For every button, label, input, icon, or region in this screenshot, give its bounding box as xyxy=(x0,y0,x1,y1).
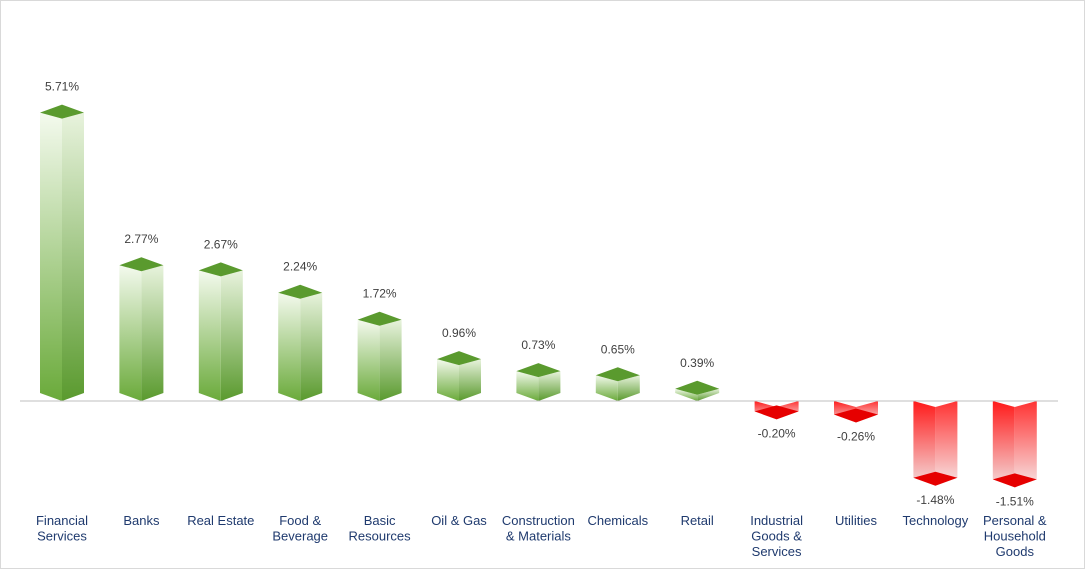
bar-face-right xyxy=(62,112,84,401)
bar-face-left xyxy=(595,375,618,401)
bar-bottom xyxy=(834,408,878,423)
value-label: 0.65% xyxy=(601,342,635,356)
bar-face-right xyxy=(459,359,481,401)
bar-face-right xyxy=(697,388,720,401)
value-label: -0.26% xyxy=(837,429,875,443)
category-label: Real Estate xyxy=(187,513,254,528)
value-label: 5.71% xyxy=(45,80,79,94)
value-label: 2.24% xyxy=(283,260,317,274)
bar-top xyxy=(516,363,561,378)
bar-face-left xyxy=(198,270,221,401)
category-label: Utilities xyxy=(835,513,877,528)
category-label: Oil & Gas xyxy=(431,513,487,528)
value-label: 1.72% xyxy=(363,287,397,301)
category-label: Banks xyxy=(123,513,160,528)
bar-face-left xyxy=(40,112,62,401)
value-label: -1.51% xyxy=(996,494,1034,508)
value-label: 2.67% xyxy=(204,237,238,251)
bar-8 xyxy=(675,380,720,401)
bar-face-left xyxy=(278,292,301,401)
value-label: -0.20% xyxy=(758,426,796,440)
bar-top xyxy=(278,284,323,299)
bar-face-left xyxy=(437,359,459,401)
category-label: Construction & Materials xyxy=(502,513,575,544)
bars-layer xyxy=(40,104,1037,488)
bar-face-right xyxy=(1014,401,1037,488)
bar-face-right xyxy=(617,375,640,401)
category-label: Chemicals xyxy=(587,513,648,528)
bar-top xyxy=(198,262,243,277)
bar-3 xyxy=(278,284,323,401)
bar-2 xyxy=(198,262,243,401)
bar-9 xyxy=(754,401,799,420)
category-label: Financial Services xyxy=(36,513,88,544)
bar-top xyxy=(437,351,481,366)
value-label: 2.77% xyxy=(124,232,158,246)
bar-top xyxy=(119,257,164,272)
bar-4 xyxy=(357,311,402,401)
category-label: Basic Resources xyxy=(349,513,412,544)
bar-face-left xyxy=(675,388,698,401)
category-label: Personal & Household Goods xyxy=(983,513,1047,559)
bar-bottom xyxy=(913,471,958,486)
bar-5 xyxy=(437,351,481,401)
bar-face-left xyxy=(516,371,539,401)
labels-layer: 5.71% Financial Services 2.77% Banks 2.67% Rea… xyxy=(36,80,1047,559)
bar-11 xyxy=(913,401,958,486)
bar-face-left xyxy=(913,401,936,486)
bar-face-right xyxy=(300,292,323,401)
category-label: Retail xyxy=(681,513,714,528)
bar-bottom xyxy=(992,473,1037,488)
bar-12 xyxy=(992,401,1037,488)
bar-face-right xyxy=(220,270,243,401)
bar-face-left xyxy=(357,319,380,401)
category-label: Industrial Goods & Services xyxy=(750,513,803,559)
bar-7 xyxy=(595,367,640,401)
category-label: Technology xyxy=(903,513,969,528)
bar-6 xyxy=(516,363,561,401)
bar-top xyxy=(675,380,720,395)
bar-face-right xyxy=(141,265,164,401)
bar-face-right xyxy=(379,319,402,401)
value-label: 0.73% xyxy=(521,338,555,352)
category-label: Food & Beverage xyxy=(272,513,328,544)
bar-top xyxy=(357,311,402,326)
bar-1 xyxy=(119,257,164,401)
value-label: 0.39% xyxy=(680,356,714,370)
bar-face-left xyxy=(119,265,142,401)
bar-face-right xyxy=(935,401,958,486)
bar-0 xyxy=(40,104,84,401)
value-label: 0.96% xyxy=(442,326,476,340)
bar-face-right xyxy=(538,371,561,401)
bar-top xyxy=(595,367,640,382)
bar-face-left xyxy=(992,401,1015,488)
bar-bottom xyxy=(754,405,799,420)
bar-10 xyxy=(834,401,878,423)
value-label: -1.48% xyxy=(916,493,954,507)
bar-top xyxy=(40,104,84,119)
